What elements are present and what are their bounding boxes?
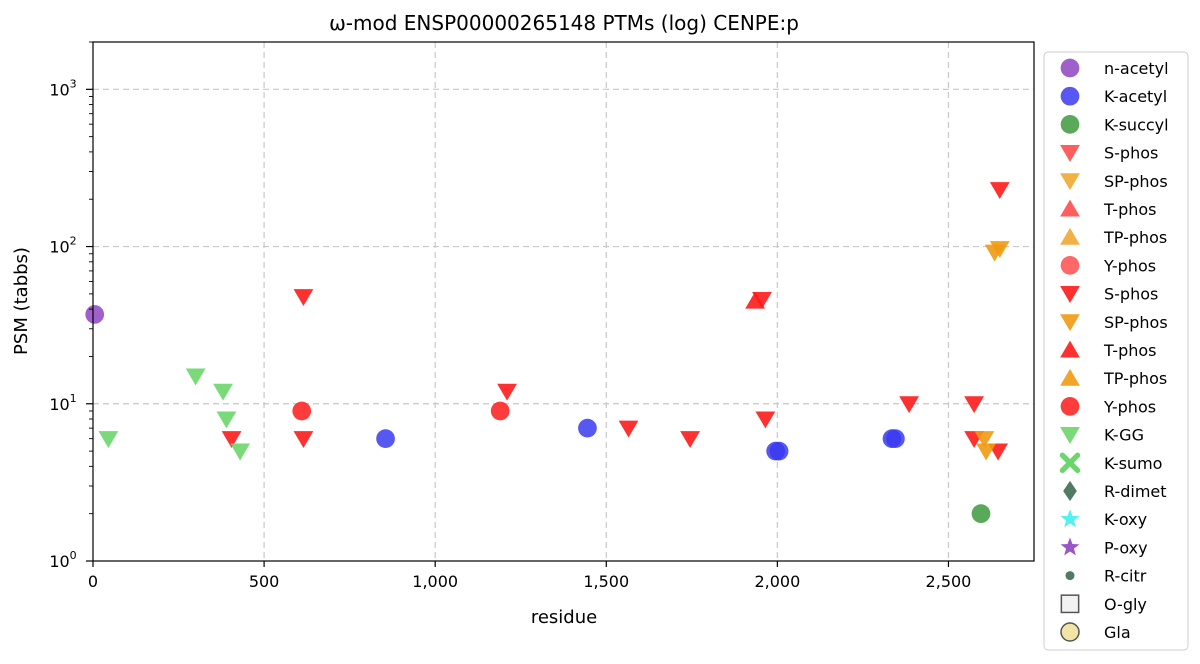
- data-point-k-acetyl: [578, 418, 597, 438]
- x-tick-label: 0: [88, 572, 98, 591]
- x-axis-label: residue: [531, 607, 597, 628]
- legend-marker-p-oxy: [1060, 537, 1080, 556]
- plot-area: [85, 41, 1035, 562]
- legend-label-k-sumo: K-sumo: [1104, 454, 1162, 473]
- legend-label-k-acetyl: K-acetyl: [1104, 87, 1167, 106]
- data-point-s-phos: [899, 396, 920, 414]
- data-point-k-gg: [213, 383, 233, 401]
- legend-marker-k-acetyl: [1060, 86, 1080, 106]
- legend-marker-sp-phos: [1060, 173, 1080, 191]
- data-point-k-gg: [185, 368, 206, 386]
- legend-marker-y-phos: [1060, 256, 1080, 275]
- data-point-sp-phos: [974, 431, 995, 449]
- x-tick-label: 2,000: [754, 572, 800, 591]
- legend-label-r-citr: R-citr: [1104, 567, 1147, 586]
- legend-marker-t-phos: [1060, 199, 1080, 217]
- legend-label-o-gly: O-gly: [1104, 595, 1147, 614]
- legend-label-y-phos: Y-phos: [1103, 256, 1156, 275]
- legend-marker-k-gg: [1060, 427, 1080, 444]
- plot-border: [92, 41, 1035, 562]
- legend-marker-s-phos: [1060, 145, 1080, 162]
- y-tick-label: 100: [49, 549, 76, 571]
- legend-label-tp-phos: TP-phos: [1103, 369, 1167, 388]
- legend-label-k-gg: K-GG: [1104, 426, 1144, 445]
- data-point-s-phos: [989, 182, 1010, 200]
- data-point-s-phos: [618, 420, 639, 438]
- legend-label-s-phos: S-phos: [1104, 144, 1158, 163]
- legend-marker-y-phos: [1060, 397, 1080, 416]
- y-tick-label: 102: [49, 235, 76, 257]
- data-point-n-acetyl: [85, 305, 105, 324]
- data-point-sp-phos: [976, 443, 996, 461]
- x-tick-label: 500: [249, 572, 280, 591]
- data-point-s-phos: [293, 431, 314, 449]
- data-point-s-phos: [755, 411, 776, 429]
- data-point-s-phos: [293, 289, 314, 307]
- x-tick-label: 1,000: [412, 572, 458, 591]
- chart-title: ω-mod ENSP00000265148 PTMs (log) CENPE:p: [329, 11, 799, 35]
- legend-frame: [1043, 51, 1189, 651]
- data-point-s-phos: [680, 431, 701, 449]
- legend-marker-gla: [1060, 622, 1080, 642]
- data-point-k-acetyl: [886, 429, 905, 449]
- data-point-sp-phos: [989, 241, 1010, 258]
- y-axis-label: PSM (tabbs): [11, 247, 32, 355]
- data-point-k-succyl: [971, 504, 991, 524]
- legend-marker-r-citr: [1065, 571, 1075, 581]
- data-point-y-phos: [292, 401, 312, 421]
- legend-label-tp-phos: TP-phos: [1103, 228, 1167, 247]
- grid: [93, 42, 1034, 561]
- x-tick-label: 2,500: [926, 572, 972, 591]
- legend-marker-r-dimet: [1063, 480, 1077, 502]
- legend-label-n-acetyl: n-acetyl: [1104, 59, 1169, 78]
- legend-marker-n-acetyl: [1060, 58, 1080, 78]
- data-point-s-phos: [497, 383, 517, 401]
- data-point-k-acetyl: [769, 441, 789, 461]
- legend-marker-k-succyl: [1060, 115, 1080, 134]
- legend-label-k-succyl: K-succyl: [1104, 115, 1169, 134]
- legend-marker-s-phos: [1060, 286, 1080, 303]
- legend-label-sp-phos: SP-phos: [1104, 172, 1168, 191]
- legend-label-gla: Gla: [1104, 623, 1131, 642]
- legend-label-y-phos: Y-phos: [1103, 397, 1156, 416]
- legend-marker-sp-phos: [1060, 314, 1080, 332]
- data-point-t-phos: [745, 291, 766, 309]
- legend-label-t-phos: T-phos: [1103, 200, 1157, 219]
- data-point-y-phos: [490, 401, 510, 421]
- plot-frame: [93, 42, 1034, 561]
- data-point-s-phos: [964, 396, 985, 414]
- legend-marker-t-phos: [1060, 340, 1080, 358]
- y-tick-label: 101: [49, 392, 76, 414]
- data-marks: [85, 182, 1010, 524]
- data-point-k-gg: [98, 431, 119, 449]
- y-tick-label: 103: [49, 77, 76, 99]
- data-point-s-phos: [221, 431, 242, 449]
- legend-label-sp-phos: SP-phos: [1104, 313, 1168, 332]
- legend-marker-tp-phos: [1060, 227, 1080, 245]
- data-point-k-gg: [230, 443, 251, 461]
- legend-label-k-oxy: K-oxy: [1104, 510, 1147, 529]
- legend-label-r-dimet: R-dimet: [1104, 482, 1167, 501]
- legend-label-p-oxy: P-oxy: [1104, 538, 1148, 557]
- x-tick-label: 1,500: [583, 572, 629, 591]
- y-axis: 100 101 102 103: [49, 41, 93, 571]
- legend-marker-tp-phos: [1060, 368, 1080, 386]
- data-point-k-gg: [216, 411, 237, 429]
- legend-marker-o-gly: [1060, 594, 1080, 614]
- legend-label-t-phos: T-phos: [1103, 341, 1157, 360]
- legend: n-acetyl K-acetyl K-succyl S-phos SP-phos T-p…: [1043, 51, 1189, 651]
- x-axis: 0 500 1,000 1,500 2,000 2,500: [88, 561, 971, 591]
- legend-marker-k-sumo: [1059, 452, 1081, 474]
- legend-marker-k-oxy: [1060, 509, 1080, 528]
- data-point-k-acetyl: [376, 429, 395, 449]
- legend-label-s-phos: S-phos: [1104, 285, 1158, 304]
